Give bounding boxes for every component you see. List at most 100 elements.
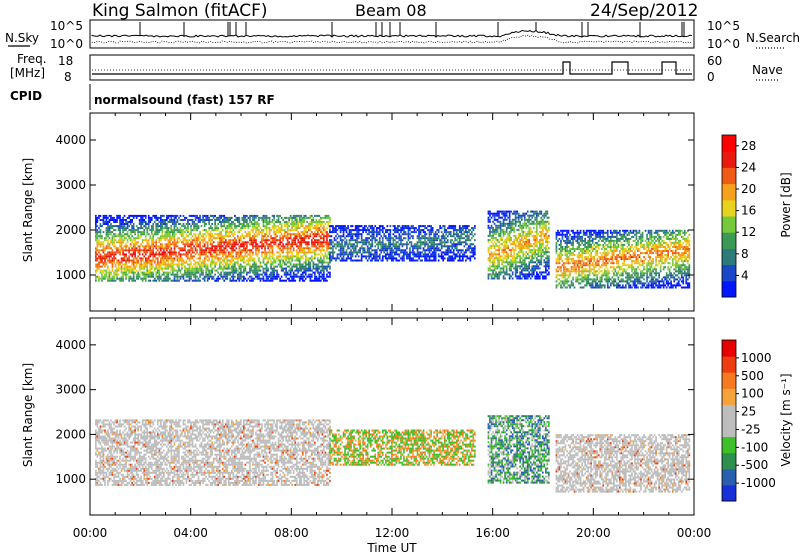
heatmap-cell xyxy=(280,245,283,248)
heatmap-cell xyxy=(317,223,319,225)
heatmap-cell xyxy=(253,267,256,270)
heatmap-cell xyxy=(176,265,179,268)
heatmap-cell xyxy=(419,225,422,228)
heatmap-cell xyxy=(243,265,245,268)
heatmap-cell xyxy=(514,271,517,274)
heatmap-cell xyxy=(321,221,324,223)
heatmap-cell xyxy=(160,214,162,217)
heatmap-cell xyxy=(353,251,355,254)
heatmap-cell xyxy=(300,257,303,260)
heatmap-cell xyxy=(306,263,309,266)
heatmap-cell xyxy=(101,237,103,240)
heatmap-cell xyxy=(347,255,349,258)
heatmap-cell xyxy=(224,227,227,230)
heatmap-cell xyxy=(317,271,319,274)
heatmap-cell xyxy=(321,231,324,234)
heatmap-cell xyxy=(280,233,283,236)
heatmap-cell xyxy=(508,241,511,243)
heatmap-cell xyxy=(392,259,395,262)
heatmap-cell xyxy=(289,255,292,258)
heatmap-cell xyxy=(170,231,173,234)
heatmap-cell xyxy=(267,227,269,230)
heatmap-cell xyxy=(270,255,272,258)
heatmap-cell xyxy=(279,223,281,225)
heatmap-cell xyxy=(166,243,168,246)
heatmap-cell xyxy=(107,225,109,228)
heatmap-cell xyxy=(383,245,386,248)
heatmap-cell xyxy=(504,214,506,217)
heatmap-cell xyxy=(261,229,263,232)
heatmap-cell xyxy=(255,229,257,232)
heatmap-cell xyxy=(105,235,108,238)
heatmap-cell xyxy=(155,216,158,219)
heatmap-cell xyxy=(108,271,111,274)
heatmap-cell xyxy=(510,253,512,256)
heatmap-cell xyxy=(375,235,378,238)
heatmap-cell xyxy=(122,223,124,225)
heatmap-cell xyxy=(252,239,254,242)
heatmap-cell xyxy=(131,263,133,266)
heatmap-cell xyxy=(460,259,463,262)
nave-tick-bottom: 0 xyxy=(707,70,715,84)
heatmap-cell xyxy=(350,229,352,232)
heatmap-cell xyxy=(329,219,331,221)
heatmap-cell xyxy=(146,231,149,234)
heatmap-cell xyxy=(409,255,411,258)
heatmap-cell xyxy=(184,273,186,276)
heatmap-cell xyxy=(108,257,111,260)
heatmap-cell xyxy=(99,225,102,228)
heatmap-cell xyxy=(211,245,213,248)
heatmap-cell xyxy=(264,249,266,252)
heatmap-cell xyxy=(140,277,142,280)
heatmap-cell xyxy=(412,249,414,252)
heatmap-cell xyxy=(496,249,499,252)
heatmap-cell xyxy=(323,275,325,278)
heatmap-cell xyxy=(336,243,339,246)
heatmap-cell xyxy=(419,237,422,240)
heatmap-cell xyxy=(307,257,310,260)
heatmap-cell xyxy=(190,231,192,234)
heatmap-cell xyxy=(223,251,226,254)
heatmap-cell xyxy=(286,271,289,274)
heatmap-cell xyxy=(253,245,256,248)
heatmap-cell xyxy=(235,216,238,219)
heatmap-cell xyxy=(505,265,508,268)
heatmap-cell xyxy=(175,275,177,278)
heatmap-cell xyxy=(190,273,192,276)
heatmap-cell xyxy=(196,239,198,242)
heatmap-cell xyxy=(300,249,303,252)
heatmap-cell xyxy=(181,265,183,268)
heatmap-cell xyxy=(223,237,226,240)
heatmap-cell xyxy=(496,241,499,243)
heatmap-cell xyxy=(499,243,502,246)
heatmap-cell xyxy=(220,241,223,244)
heatmap-cell xyxy=(403,233,405,236)
heatmap-cell xyxy=(172,241,174,244)
heatmap-cell xyxy=(292,273,295,276)
heatmap-cell xyxy=(468,235,470,238)
heatmap-cell xyxy=(169,257,171,260)
heatmap-cell xyxy=(303,227,306,230)
heatmap-cell xyxy=(374,225,377,228)
heatmap-cell xyxy=(327,225,330,228)
heatmap-cell xyxy=(185,269,188,272)
heatmap-cell xyxy=(140,271,142,274)
heatmap-cell xyxy=(188,251,191,254)
heatmap-cell xyxy=(166,223,168,225)
heatmap-cell xyxy=(341,243,343,246)
heatmap-cell xyxy=(304,214,307,217)
heatmap-cell xyxy=(389,247,392,250)
heatmap-cell xyxy=(277,257,280,260)
heatmap-cell xyxy=(185,233,188,236)
heatmap-cell xyxy=(517,216,520,219)
heatmap-cell xyxy=(218,241,221,244)
heatmap-cell xyxy=(317,257,319,260)
heatmap-cell xyxy=(206,214,209,217)
heatmap-cell xyxy=(489,230,491,233)
heatmap-cell xyxy=(143,214,146,217)
heatmap-cell xyxy=(181,235,183,238)
heatmap-cell xyxy=(513,222,515,225)
heatmap-cell xyxy=(449,259,452,262)
heatmap-cell xyxy=(351,239,354,242)
heatmap-cell xyxy=(262,279,265,282)
